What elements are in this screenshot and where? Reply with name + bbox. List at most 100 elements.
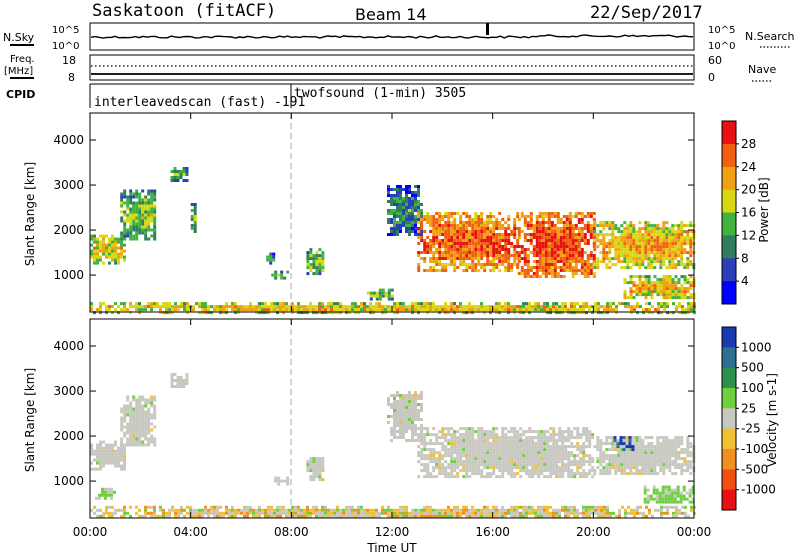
range-time-cell: [402, 505, 405, 509]
range-time-cell: [504, 511, 507, 515]
range-time-cell: [602, 442, 606, 446]
range-time-cell: [120, 464, 123, 468]
range-time-cell: [276, 508, 279, 512]
range-time-cell: [597, 308, 600, 312]
range-time-cell: [132, 431, 136, 435]
range-time-cell: [363, 305, 366, 309]
range-time-cell: [210, 511, 213, 515]
range-time-cell: [138, 201, 142, 205]
range-time-cell: [486, 308, 489, 312]
range-time-cell: [120, 449, 123, 453]
range-time-cell: [525, 308, 528, 312]
range-time-cell: [665, 221, 669, 225]
range-time-cell: [689, 451, 693, 455]
range-time-cell: [405, 206, 408, 209]
range-time-cell: [120, 201, 124, 205]
range-time-cell: [438, 305, 441, 309]
range-time-cell: [354, 302, 357, 306]
range-time-cell: [650, 451, 654, 455]
range-time-cell: [623, 227, 627, 231]
range-time-cell: [549, 463, 553, 467]
range-time-cell: [674, 436, 678, 440]
range-time-cell: [662, 239, 666, 243]
range-time-cell: [644, 469, 648, 473]
range-time-cell: [354, 311, 357, 315]
range-time-cell: [650, 248, 654, 252]
range-time-cell: [312, 511, 315, 515]
range-time-cell: [546, 457, 550, 461]
range-time-cell: [547, 221, 551, 224]
range-time-cell: [480, 472, 484, 476]
range-time-cell: [570, 472, 574, 476]
range-time-cell: [513, 311, 516, 315]
range-time-cell: [438, 233, 442, 236]
range-time-cell: [534, 466, 538, 470]
range-time-cell: [553, 212, 557, 215]
range-time-cell: [611, 221, 615, 225]
range-time-cell: [668, 287, 672, 291]
range-time-cell: [456, 466, 460, 470]
range-time-cell: [450, 245, 454, 248]
range-time-cell: [339, 305, 342, 309]
range-time-cell: [608, 463, 612, 467]
range-time-cell: [315, 508, 318, 512]
range-time-cell: [611, 439, 615, 443]
range-time-cell: [534, 457, 538, 461]
range-time-cell: [447, 442, 451, 446]
range-time-cell: [408, 421, 411, 424]
range-time-cell: [608, 466, 612, 470]
range-time-cell: [486, 239, 490, 242]
range-time-cell: [689, 263, 693, 267]
range-time-cell: [546, 463, 550, 467]
range-time-cell: [129, 404, 133, 408]
range-time-cell: [277, 273, 281, 277]
range-time-cell: [276, 511, 279, 515]
range-time-cell: [677, 466, 681, 470]
range-time-cell: [120, 419, 124, 423]
range-time-cell: [420, 391, 423, 394]
range-time-cell: [381, 505, 384, 509]
range-time-cell: [480, 230, 484, 233]
range-time-cell: [138, 404, 142, 408]
range-time-cell: [665, 227, 669, 231]
range-time-cell: [528, 439, 532, 443]
range-time-cell: [345, 305, 348, 309]
range-time-cell: [138, 225, 142, 229]
range-time-cell: [426, 251, 430, 254]
range-time-cell: [453, 433, 457, 437]
range-time-cell: [129, 216, 133, 220]
range-time-cell: [414, 427, 417, 430]
range-time-cell: [602, 254, 606, 258]
range-time-cell: [474, 308, 477, 312]
range-time-cell: [231, 305, 234, 309]
range-time-cell: [204, 508, 207, 512]
range-time-cell: [504, 233, 508, 236]
range-time-cell: [396, 209, 399, 212]
range-time-cell: [671, 290, 675, 294]
range-time-cell: [486, 257, 490, 260]
range-time-cell: [579, 445, 583, 449]
range-time-cell: [387, 218, 390, 221]
range-time-cell: [450, 514, 453, 518]
range-time-cell: [99, 246, 102, 250]
range-time-cell: [638, 278, 642, 282]
range-time-cell: [571, 254, 575, 257]
range-time-cell: [540, 451, 544, 455]
range-time-cell: [483, 221, 487, 224]
range-time-cell: [526, 257, 530, 260]
range-time-cell: [264, 514, 267, 518]
range-time-cell: [574, 242, 578, 245]
range-time-cell: [129, 514, 132, 518]
range-time-cell: [495, 427, 499, 431]
range-time-cell: [489, 308, 492, 312]
range-time-cell: [123, 210, 127, 214]
range-time-cell: [671, 224, 675, 228]
range-time-cell: [309, 478, 313, 482]
range-time-cell: [132, 410, 136, 414]
range-time-cell: [399, 206, 402, 209]
range-time-cell: [632, 460, 636, 464]
range-time-cell: [534, 469, 538, 473]
range-time-cell: [486, 251, 490, 254]
range-time-cell: [462, 224, 466, 227]
range-time-cell: [523, 269, 527, 272]
